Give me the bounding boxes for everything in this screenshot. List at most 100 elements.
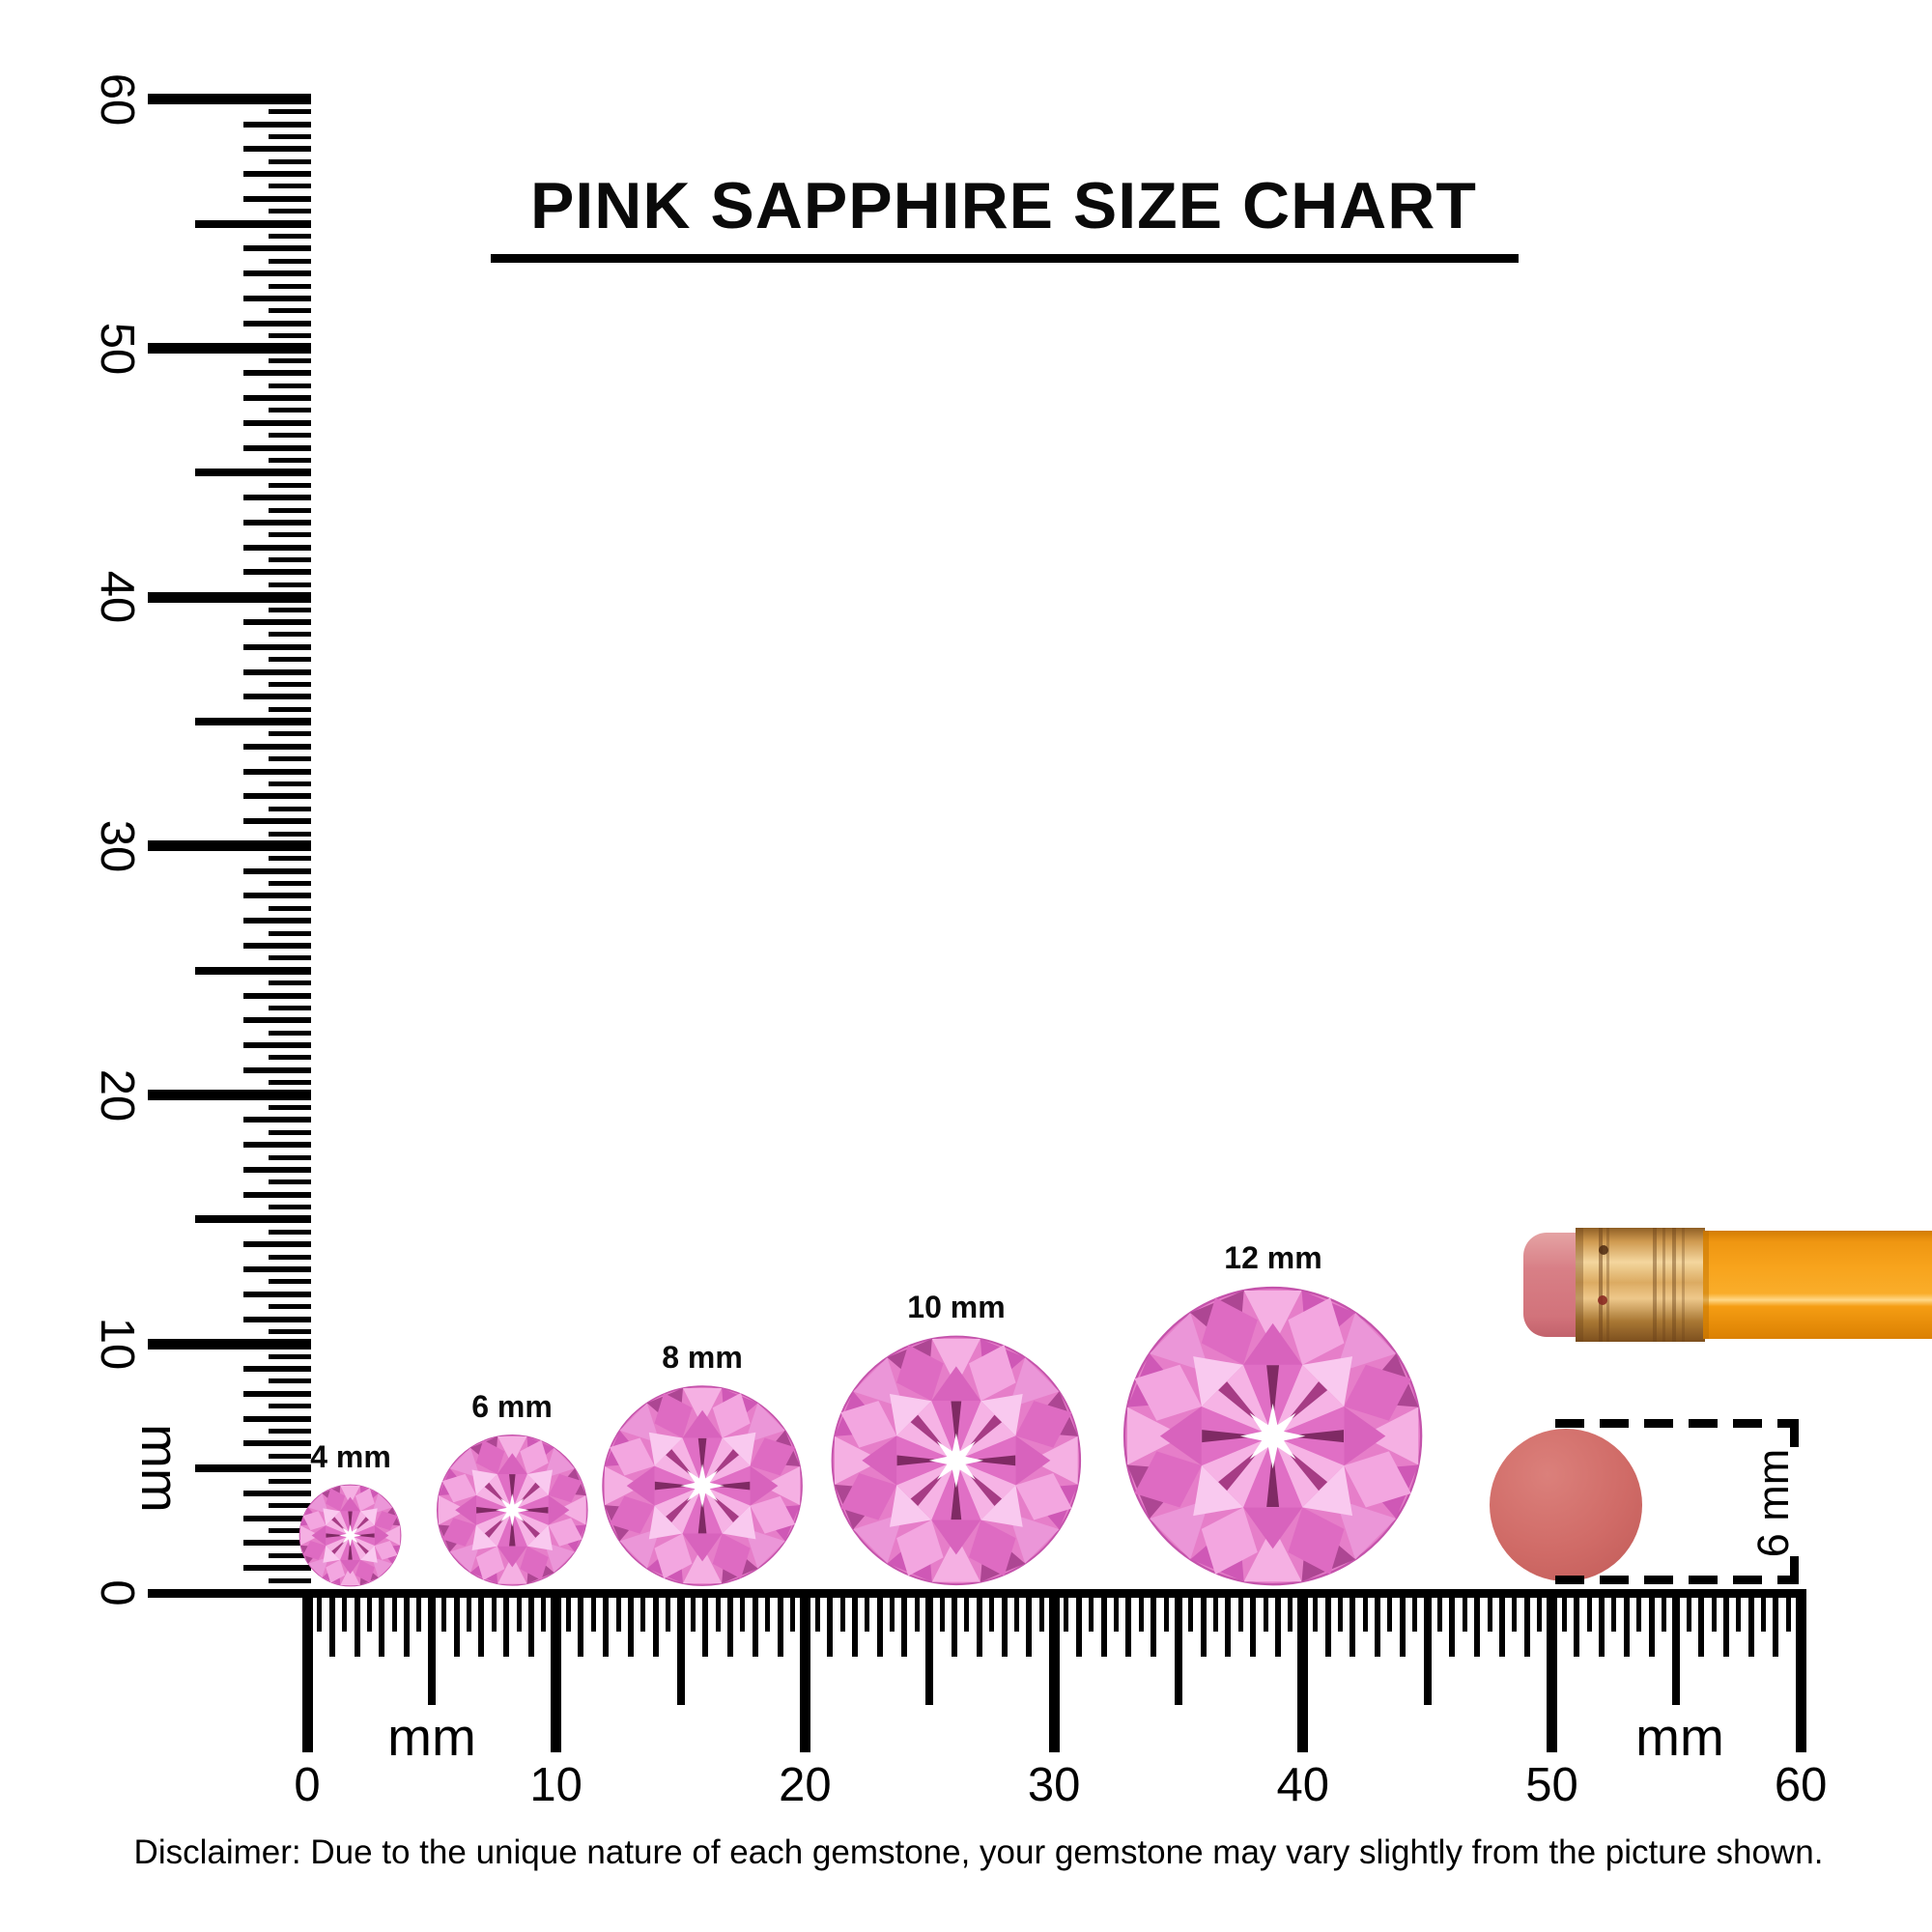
v-ruler-half-mm-tick [269, 158, 311, 164]
v-ruler-one-mm-tick [243, 270, 311, 277]
v-ruler-half-mm-tick [269, 607, 311, 612]
h-ruler-ten-mm-tick [1795, 1589, 1806, 1752]
v-ruler-half-mm-tick [269, 433, 311, 439]
h-ruler-half-mm-tick [416, 1589, 422, 1632]
h-ruler-one-mm-tick [1574, 1589, 1580, 1657]
v-ruler-half-mm-tick [269, 482, 311, 488]
h-ruler-five-mm-tick [925, 1589, 934, 1705]
v-ruler-half-mm-tick [269, 806, 311, 811]
h-ruler-half-mm-tick [839, 1589, 845, 1632]
h-ruler-ten-mm-tick [1297, 1589, 1309, 1752]
gem-size-label: 8 mm [662, 1339, 743, 1375]
h-ruler-half-mm-tick [666, 1589, 671, 1632]
v-ruler-one-mm-tick [243, 1265, 311, 1272]
h-ruler-ten-mm-tick [301, 1589, 313, 1752]
v-ruler-one-mm-tick [243, 668, 311, 675]
h-ruler-half-mm-tick [1089, 1589, 1094, 1632]
v-ruler-half-mm-tick [269, 1279, 311, 1285]
v-ruler-half-mm-tick [269, 109, 311, 115]
h-ruler-half-mm-tick [690, 1589, 696, 1632]
h-ruler-half-mm-tick [317, 1589, 323, 1632]
h-ruler-one-mm-tick [702, 1589, 709, 1657]
h-ruler-half-mm-tick [1313, 1589, 1319, 1632]
h-ruler-half-mm-tick [1711, 1589, 1717, 1632]
h-ruler-half-mm-tick [790, 1589, 795, 1632]
v-ruler-half-mm-tick [269, 308, 311, 314]
v-ruler-half-mm-tick [269, 408, 311, 413]
h-ruler-one-mm-tick [1250, 1589, 1257, 1657]
h-ruler-half-mm-tick [964, 1589, 970, 1632]
h-ruler-one-mm-tick [328, 1589, 335, 1657]
measure-dash-end-bottom [1790, 1556, 1799, 1576]
h-ruler-one-mm-tick [827, 1589, 834, 1657]
v-ruler-half-mm-tick [269, 1453, 311, 1459]
h-ruler-half-mm-tick [1138, 1589, 1144, 1632]
v-ruler-one-mm-tick [243, 1515, 311, 1521]
h-ruler-one-mm-tick [1125, 1589, 1132, 1657]
h-ruler-one-mm-tick [1026, 1589, 1033, 1657]
v-ruler-half-mm-tick [269, 1328, 311, 1334]
pencil-eraser-tip [1523, 1233, 1581, 1337]
v-ruler-five-mm-tick [195, 219, 311, 228]
v-ruler-one-mm-tick [243, 395, 311, 402]
h-ruler-one-mm-tick [1773, 1589, 1779, 1657]
h-ruler-number: 60 [1774, 1759, 1828, 1811]
pencil-ferrule [1576, 1228, 1705, 1342]
h-ruler-one-mm-tick [901, 1589, 908, 1657]
v-ruler-half-mm-tick [269, 756, 311, 762]
v-ruler-one-mm-tick [243, 444, 311, 451]
gem-10mm [831, 1335, 1082, 1586]
h-ruler-half-mm-tick [1064, 1589, 1069, 1632]
h-ruler-half-mm-tick [441, 1589, 447, 1632]
v-ruler-one-mm-tick [243, 768, 311, 775]
h-ruler-one-mm-tick [603, 1589, 610, 1657]
v-ruler-ten-mm-tick [148, 591, 311, 603]
h-ruler-one-mm-tick [1523, 1589, 1530, 1657]
h-ruler-one-mm-tick [952, 1589, 958, 1657]
measure-dash-top [1555, 1419, 1799, 1428]
h-ruler-half-mm-tick [1163, 1589, 1169, 1632]
v-ruler-ten-mm-tick [148, 1338, 311, 1350]
v-ruler-half-mm-tick [269, 1055, 311, 1061]
v-ruler-one-mm-tick [243, 793, 311, 800]
v-ruler-one-mm-tick [243, 1565, 311, 1572]
h-ruler-one-mm-tick [1200, 1589, 1207, 1657]
v-ruler-half-mm-tick [269, 681, 311, 687]
v-ruler-one-mm-tick [243, 1440, 311, 1447]
v-ruler-half-mm-tick [269, 1005, 311, 1010]
h-ruler-half-mm-tick [467, 1589, 471, 1632]
h-ruler-half-mm-tick [1114, 1589, 1120, 1632]
h-ruler-number: 50 [1525, 1759, 1578, 1811]
h-ruler-half-mm-tick [566, 1589, 572, 1632]
pencil-body [1703, 1231, 1932, 1339]
gem-size-label: 4 mm [310, 1438, 391, 1474]
v-ruler-half-mm-tick [269, 258, 311, 264]
v-ruler-half-mm-tick [269, 731, 311, 737]
h-ruler-number: 30 [1027, 1759, 1081, 1811]
h-ruler-half-mm-tick [366, 1589, 372, 1632]
h-ruler-half-mm-tick [1362, 1589, 1368, 1632]
v-ruler-one-mm-tick [243, 195, 311, 202]
v-ruler-half-mm-tick [269, 457, 311, 463]
h-ruler-five-mm-tick [427, 1589, 436, 1705]
v-ruler-one-mm-tick [243, 295, 311, 301]
pencil-image [1523, 1228, 1932, 1342]
h-ruler-one-mm-tick [1075, 1589, 1082, 1657]
eraser-size-label: 6 mm [1748, 1448, 1798, 1558]
measure-dash-end-top [1790, 1428, 1799, 1447]
measure-dash-bottom [1555, 1576, 1799, 1584]
h-ruler-one-mm-tick [1449, 1589, 1456, 1657]
h-ruler-half-mm-tick [1661, 1589, 1666, 1632]
h-ruler-half-mm-tick [491, 1589, 497, 1632]
v-ruler-half-mm-tick [269, 532, 311, 538]
v-ruler-five-mm-tick [195, 966, 311, 975]
h-ruler-one-mm-tick [752, 1589, 758, 1657]
v-ruler-half-mm-tick [269, 632, 311, 638]
v-ruler-one-mm-tick [243, 1540, 311, 1547]
v-ruler-half-mm-tick [269, 209, 311, 214]
h-ruler-one-mm-tick [478, 1589, 485, 1657]
v-ruler-one-mm-tick [243, 1291, 311, 1297]
v-ruler-half-mm-tick [269, 133, 311, 139]
h-ruler-half-mm-tick [1586, 1589, 1592, 1632]
h-ruler-one-mm-tick [1151, 1589, 1157, 1657]
